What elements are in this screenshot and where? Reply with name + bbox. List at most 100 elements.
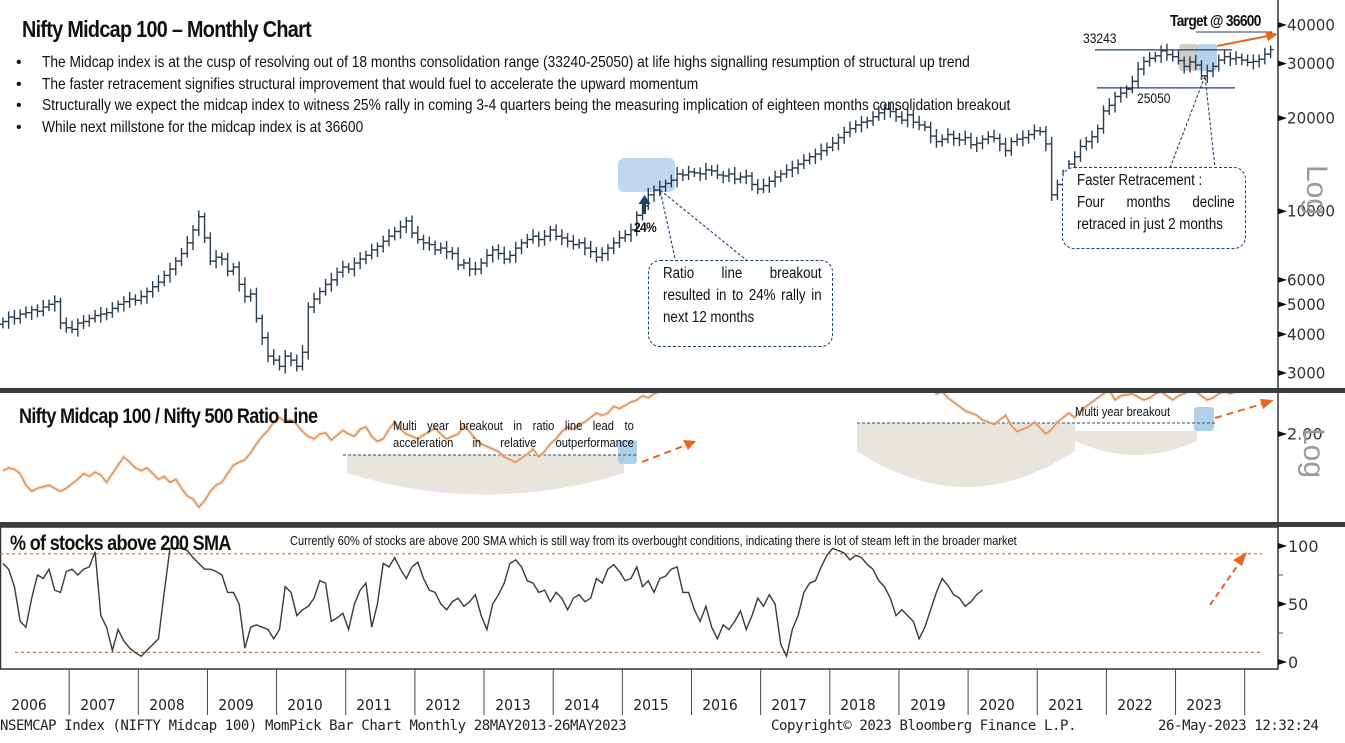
price-bar	[708, 165, 715, 177]
price-bar	[1244, 54, 1251, 67]
price-bar	[80, 315, 87, 330]
price-bar	[351, 257, 358, 277]
footer-copyright: Copyright© 2023 Bloomberg Finance L.P.	[771, 718, 1077, 734]
price-bar	[478, 258, 485, 275]
price-bar	[230, 263, 237, 276]
breadth-ytick-marker	[1278, 659, 1287, 665]
x-tick-label: 2020	[978, 696, 1015, 714]
x-tick-label: 2014	[564, 696, 600, 714]
price-bar	[380, 235, 387, 253]
price-bar	[374, 242, 381, 258]
price-bar	[11, 309, 18, 325]
price-bar	[731, 166, 738, 185]
ratio-arrow-2-line	[1214, 403, 1263, 419]
price-bar	[518, 238, 525, 255]
price-bar	[1215, 54, 1222, 72]
price-bar	[1019, 130, 1026, 147]
breadth-chart: 0 50 100	[0, 527, 1319, 715]
price-ytick-label: 10000	[1287, 202, 1335, 221]
breadth-line	[2, 547, 983, 659]
price-bar	[172, 257, 179, 276]
price-ytick-marker	[1278, 301, 1287, 308]
ratio-ytick-label: 2.00	[1287, 425, 1323, 444]
price-bar	[1123, 85, 1130, 99]
price-chart: 3000 4000 5000 6000 10000 20000 30000 40000	[0, 0, 1335, 390]
price-bar	[916, 115, 923, 131]
x-tick-label: 2008	[149, 696, 185, 714]
price-bar	[973, 136, 980, 153]
price-bar	[1163, 43, 1170, 61]
price-bar	[1267, 45, 1274, 59]
price-bar	[1186, 56, 1193, 73]
price-bar	[305, 302, 312, 360]
price-bar	[651, 185, 658, 203]
price-bar	[1112, 91, 1119, 113]
price-ytick-label: 6000	[1287, 270, 1325, 289]
x-tick-label: 2016	[702, 696, 738, 714]
price-bar	[1192, 54, 1199, 71]
price-bar	[685, 165, 692, 181]
breadth-ytick-marker	[1278, 543, 1287, 549]
price-bar	[1256, 54, 1263, 68]
price-bar	[875, 105, 882, 121]
price-log-label: Log	[1300, 165, 1333, 216]
price-bar	[103, 307, 110, 321]
price-bar	[17, 309, 24, 324]
price-bar	[74, 318, 81, 337]
price-bar	[962, 130, 969, 146]
ratio-chart: 2.00	[2, 393, 1323, 528]
price-bar	[570, 234, 577, 250]
price-bar	[581, 237, 588, 256]
breadth-frame	[0, 527, 1279, 670]
bullet-1: The Midcap index is at the cusp of resol…	[16, 52, 970, 74]
price-bar	[1048, 136, 1055, 201]
price-bar	[622, 229, 629, 242]
price-bar	[524, 233, 531, 249]
price-ytick-label: 5000	[1287, 295, 1325, 314]
range-low-label: 25050	[1137, 90, 1171, 106]
rally-pct-label: 24%	[634, 219, 657, 235]
price-bar	[184, 235, 191, 258]
ratio-ytick-marker	[1278, 431, 1287, 437]
bullet-3: Structurally we expect the midcap index …	[16, 95, 1010, 117]
price-bar	[593, 246, 600, 263]
price-bar	[864, 116, 871, 129]
ratio-breakout-box-1	[618, 440, 637, 464]
price-bar	[1221, 49, 1228, 65]
price-bar	[1238, 53, 1245, 66]
ratio-panel-title: Nifty Midcap 100 / Nifty 500 Ratio Line	[19, 405, 318, 428]
price-bar	[587, 241, 594, 258]
price-bar	[120, 296, 127, 312]
price-bar	[34, 304, 41, 318]
price-bar	[852, 120, 859, 133]
price-bar	[409, 215, 416, 239]
price-bar	[1117, 86, 1124, 103]
price-bar	[1227, 51, 1234, 67]
price-bar	[126, 291, 133, 308]
price-bar	[835, 133, 842, 151]
price-bar	[910, 110, 917, 129]
price-bar	[460, 259, 467, 270]
price-bar	[1083, 136, 1090, 151]
price-bar	[674, 166, 681, 188]
price-ytick-marker	[1278, 115, 1287, 122]
ratio-note-right: Multi year breakout	[1075, 404, 1171, 419]
x-tick-label: 2009	[218, 696, 254, 714]
price-ytick-marker	[1278, 208, 1287, 215]
price-bar	[950, 130, 957, 146]
price-bar	[818, 143, 825, 161]
panel-divider-1[interactable]	[0, 388, 1345, 393]
price-bar	[57, 297, 64, 330]
price-bar	[385, 229, 392, 247]
x-tick-label: 2023	[1186, 696, 1222, 714]
price-bar	[368, 243, 375, 260]
price-bar	[1169, 49, 1176, 62]
target-arrow-head	[1265, 31, 1278, 41]
panel-divider-2[interactable]	[0, 522, 1345, 527]
price-bar	[737, 172, 744, 184]
price-bar	[1198, 60, 1205, 80]
price-bar	[483, 249, 490, 268]
price-bar	[397, 220, 404, 239]
footer-security-info: NSEMCAP Index (NIFTY Midcap 100) MomPick…	[0, 718, 627, 734]
ratio-note-left: Multi year breakout in ratio line lead t…	[393, 418, 634, 450]
